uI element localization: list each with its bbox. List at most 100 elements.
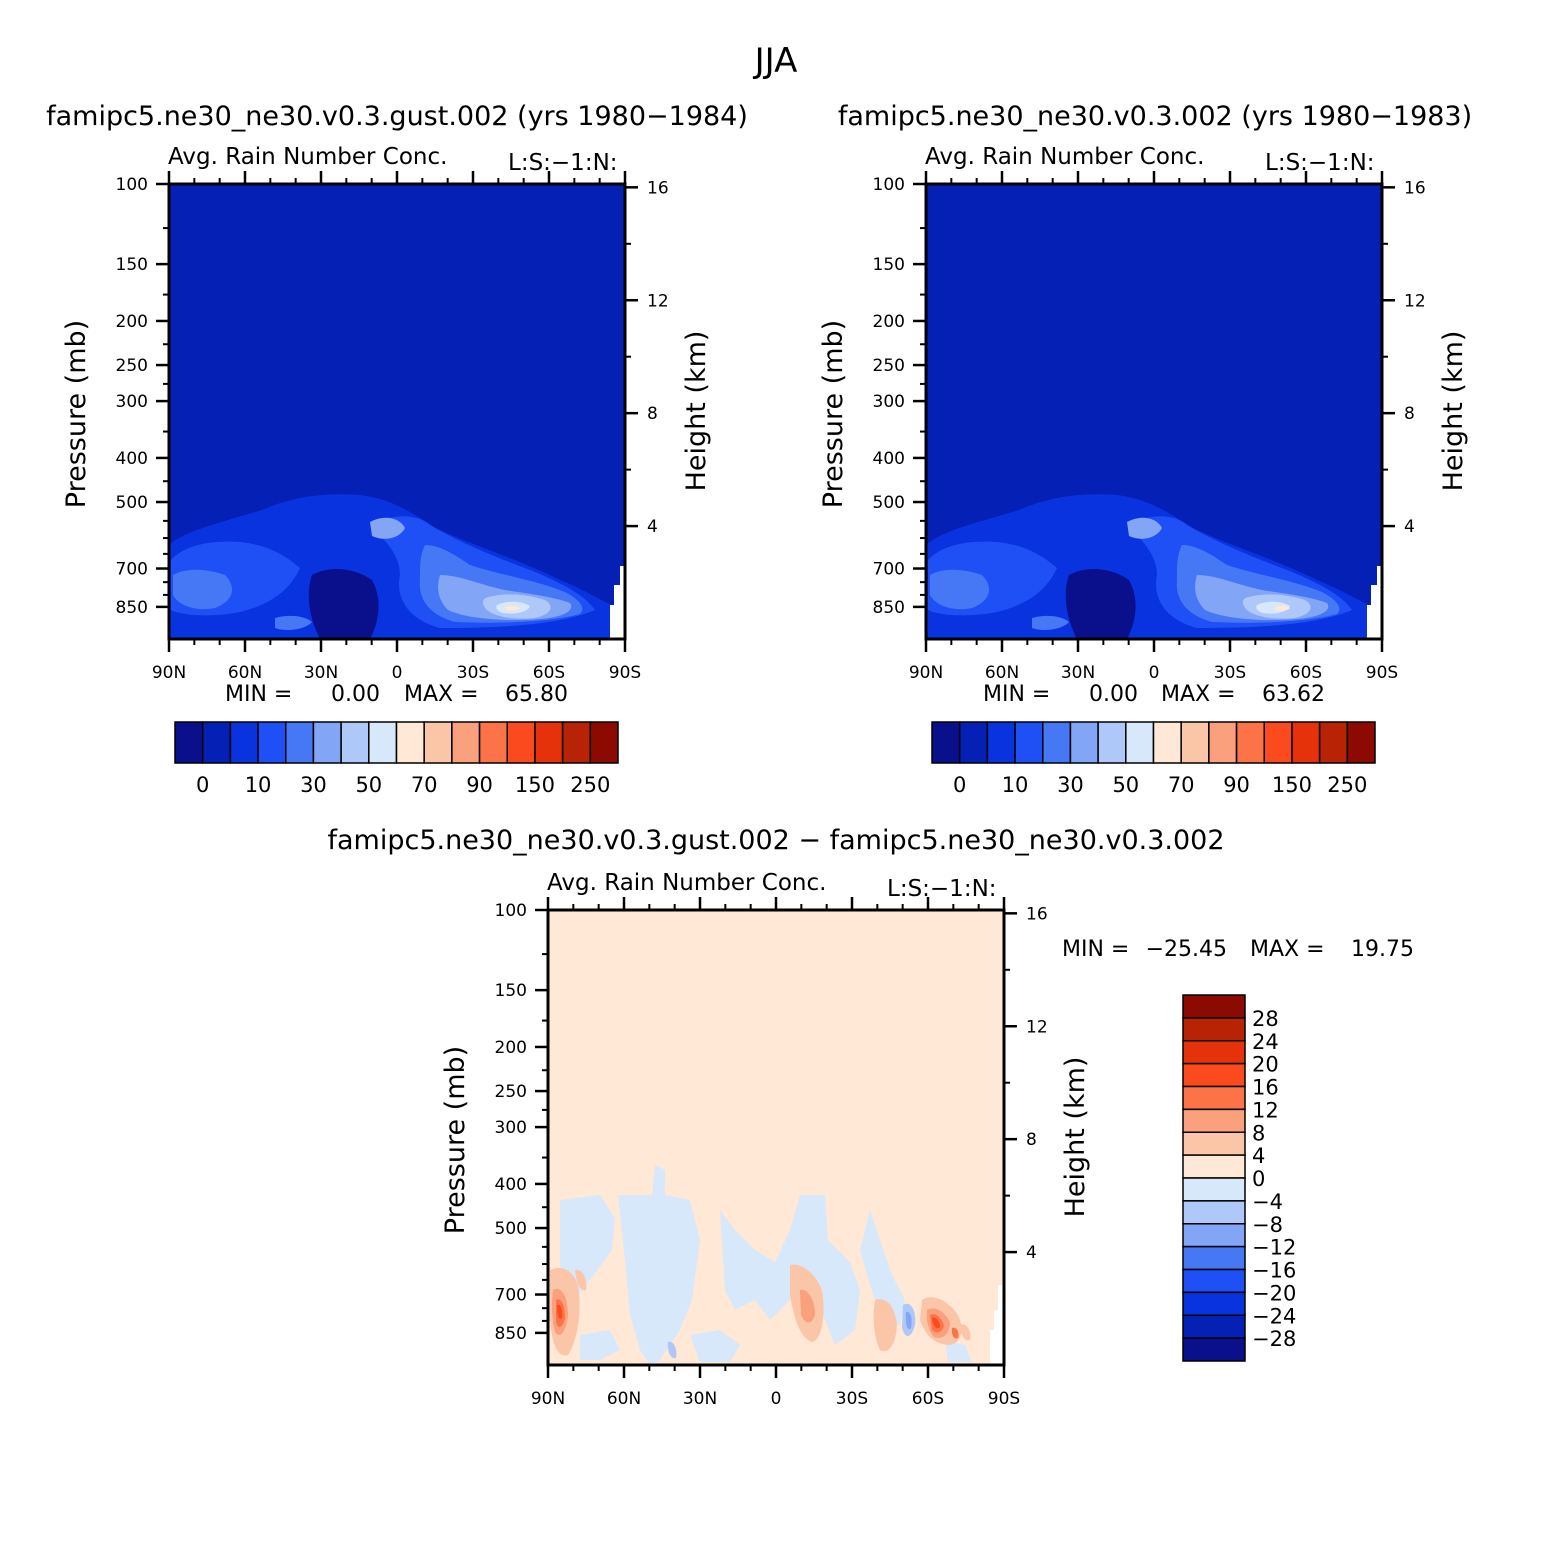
colorbar-swatch <box>1291 721 1321 764</box>
x-tick-label: 60N <box>228 663 262 683</box>
x-tick-label: 90S <box>1366 663 1398 683</box>
y2-tick-label: 8 <box>647 404 658 424</box>
colorbar-swatch <box>1152 721 1182 764</box>
y-tick-label: 400 <box>116 449 148 469</box>
colorbar-label: −20 <box>1252 1281 1296 1305</box>
colorbar-swatch <box>229 721 259 764</box>
colorbar-label: 70 <box>411 773 438 797</box>
variable-code: L:S:−1:N: <box>1265 150 1375 176</box>
colorbar-swatch <box>534 721 564 764</box>
y2-tick-label: 12 <box>647 291 669 311</box>
colorbar-swatch <box>1097 721 1127 764</box>
variable-code: L:S:−1:N: <box>887 876 997 902</box>
x-tick-label: 90S <box>609 663 641 683</box>
colorbar-group: 0 10 30 50 70 90 150 250 <box>174 721 619 797</box>
colorbar-label: 24 <box>1252 1030 1279 1054</box>
contour-level-250 <box>505 605 520 611</box>
colorbar-swatch <box>1125 721 1155 764</box>
colorbar-label: −12 <box>1252 1236 1296 1260</box>
y-tick-label: 250 <box>116 356 148 376</box>
colorbar-swatch <box>174 721 204 764</box>
colorbar-swatch <box>1069 721 1099 764</box>
colorbar-swatch <box>451 721 481 764</box>
contour-field <box>548 910 1004 1365</box>
y-tick-label: 250 <box>873 356 905 376</box>
colorbar-swatch <box>1182 1085 1246 1111</box>
missing-data-region <box>990 1285 1004 1365</box>
y-tick-label: 850 <box>495 1324 527 1344</box>
colorbar-label: −16 <box>1252 1259 1296 1283</box>
min-value: −25.45 <box>1146 937 1227 962</box>
x-tick-label: 30S <box>836 1389 868 1409</box>
colorbar-swatch <box>285 721 315 764</box>
contour-level-70 <box>1127 517 1329 620</box>
y2-axis-label: Height (km) <box>1438 331 1469 492</box>
colorbar-label: 50 <box>1112 773 1139 797</box>
colorbar-swatch <box>1182 1177 1246 1202</box>
max-value: 65.80 <box>505 682 568 707</box>
figure-title: JJA <box>753 41 798 81</box>
y2-tick-label: 4 <box>647 517 658 537</box>
y-tick-label: 400 <box>495 1175 527 1195</box>
colorbar-swatch <box>1263 721 1293 764</box>
colorbar-swatch <box>478 721 508 764</box>
colorbar-label: 250 <box>1327 773 1367 797</box>
y-axis-label: Pressure (mb) <box>61 320 92 508</box>
x-tick-label: 60N <box>607 1389 641 1409</box>
x-tick-label: 60N <box>985 663 1019 683</box>
y-tick-label: 500 <box>495 1219 527 1239</box>
panel-difference: famipc5.ne30_ne30.v0.3.gust.002 − famipc… <box>327 825 1414 1409</box>
y-tick-label: 150 <box>873 255 905 275</box>
colorbar-label: 10 <box>1002 773 1029 797</box>
colorbar-label: 50 <box>355 773 382 797</box>
colorbar-swatch <box>1235 721 1265 764</box>
x-tick-label: 0 <box>771 1389 782 1409</box>
y-tick-label: 300 <box>873 392 905 412</box>
colorbar-swatch <box>201 721 232 764</box>
colorbar-swatch <box>1182 1314 1246 1339</box>
colorbar-swatch <box>1042 721 1072 764</box>
colorbar-label: 30 <box>300 773 327 797</box>
colorbar-swatch <box>931 721 961 764</box>
colorbar-label: 10 <box>245 773 272 797</box>
y-tick-label: 100 <box>873 175 905 195</box>
y-tick-label: 400 <box>873 449 905 469</box>
colorbar-label: 250 <box>570 773 610 797</box>
x-tick-label: 30N <box>683 1389 717 1409</box>
colorbar-swatch <box>986 721 1016 764</box>
colorbar-swatch <box>1182 1337 1246 1362</box>
contour-low-region <box>1065 568 1136 639</box>
colorbar-swatch <box>506 721 536 764</box>
colorbar-swatch <box>1182 1200 1246 1225</box>
colorbar-label: 0 <box>196 773 209 797</box>
y-tick-label: 150 <box>495 981 527 1001</box>
x-tick-label: 30S <box>457 663 489 683</box>
variable-label: Avg. Rain Number Conc. <box>925 144 1204 170</box>
colorbar-label: −4 <box>1252 1190 1283 1214</box>
min-label: MIN = <box>983 682 1050 707</box>
contour-level-70 <box>370 517 572 620</box>
y-tick-label: 700 <box>495 1286 527 1306</box>
colorbar-swatch <box>1182 1062 1246 1088</box>
contour-level-minus4 <box>560 1165 972 1365</box>
x-tick-label: 30N <box>304 663 338 683</box>
contour-level-150 <box>1256 601 1290 614</box>
colorbar-label: 70 <box>1168 773 1195 797</box>
panel-title: famipc5.ne30_ne30.v0.3.gust.002 − famipc… <box>327 825 1224 856</box>
y2-tick-label: 12 <box>1404 291 1426 311</box>
colorbar-label: 150 <box>515 773 555 797</box>
y2-tick-label: 4 <box>1026 1243 1037 1263</box>
colorbar-swatch <box>1182 994 1246 1019</box>
y-tick-label: 850 <box>116 598 148 618</box>
colorbar-swatch <box>1346 721 1376 764</box>
x-tick-label: 30N <box>1061 663 1095 683</box>
y-axis-label: Pressure (mb) <box>440 1046 471 1234</box>
colorbar-swatch <box>1182 1291 1246 1316</box>
y2-tick-label: 16 <box>1026 904 1048 924</box>
panel-title: famipc5.ne30_ne30.v0.3.002 (yrs 1980−198… <box>838 101 1472 132</box>
y-tick-label: 250 <box>495 1082 527 1102</box>
colorbar-label: 16 <box>1252 1076 1279 1100</box>
y-tick-label: 300 <box>116 392 148 412</box>
x-tick-label: 90N <box>152 663 186 683</box>
x-tick-label: 60S <box>533 663 565 683</box>
